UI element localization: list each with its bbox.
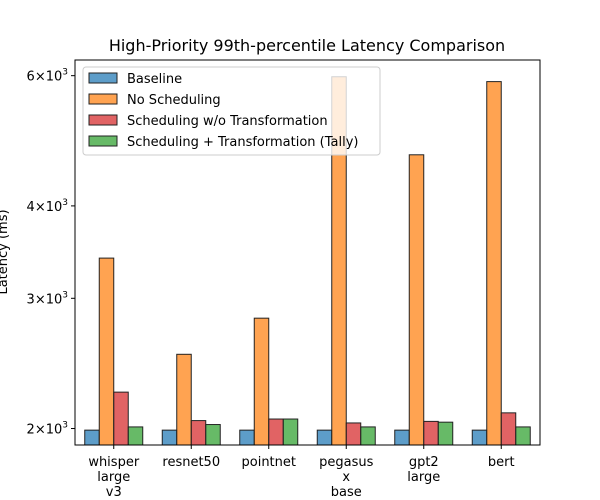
x-tick-label: pegasus x base [319,455,373,500]
x-tick-label-line: resnet50 [162,455,220,470]
x-tick-label: gpt2 large [407,455,440,485]
x-tick-label: resnet50 [162,455,220,470]
y-tick-times-sign: × [35,423,46,438]
y-tick-mantissa: 3 [27,292,35,307]
bar [515,426,531,446]
bar [239,429,255,446]
legend-swatch [88,114,118,126]
x-tick-label: bert [488,455,515,470]
x-tick-label-line: whisper [88,455,140,470]
bar [394,429,410,446]
x-tick-label-line: pointnet [242,455,297,470]
y-tick-label: 3×103 [27,290,68,307]
plot-frame [74,59,541,446]
y-tick-mantissa: 6 [27,70,35,85]
x-tick-label-line: large [97,470,130,485]
x-tick-label-line: bert [488,455,515,470]
y-tick-base: 10 [46,200,63,215]
y-tick-times-sign: × [35,70,46,85]
bar [423,420,439,446]
bar [282,418,299,446]
bar [127,426,144,446]
bar [253,317,270,446]
y-tick-mantissa: 2 [27,423,35,438]
bar [84,429,100,446]
bar [176,353,192,446]
legend-swatch [88,72,118,84]
bar [360,426,376,446]
legend-swatch [88,135,118,147]
y-tick-exponent: 3 [62,290,68,300]
y-tick-label: 4×103 [27,198,68,215]
bar [205,424,221,446]
y-tick-exponent: 3 [62,68,68,78]
y-tick-base: 10 [46,70,63,85]
y-tick-exponent: 3 [62,198,68,208]
bar [98,257,115,446]
y-tick-times-sign: × [35,292,46,307]
legend-label: Scheduling + Transformation (Tally) [127,135,358,150]
y-axis-label: Latency (ms) [0,209,11,294]
legend-label: No Scheduling [127,93,221,108]
x-tick-label: pointnet [242,455,297,470]
bar [268,418,284,446]
bars-layer [84,76,531,446]
x-tick-label-line: v3 [106,485,122,500]
y-tick-base: 10 [46,423,63,438]
x-tick-label: whisper large v3 [88,455,140,500]
bar [316,429,333,446]
legend-label: Baseline [127,72,182,87]
x-tick-label-line: pegasus [319,455,373,470]
y-tick-exponent: 3 [62,421,68,431]
bar [190,420,207,446]
y-tick-label: 2×103 [27,421,68,438]
y-tick-label: 6×103 [27,68,68,85]
legend-swatch [88,93,118,105]
y-tick-base: 10 [46,292,63,307]
chart-title: High-Priority 99th-percentile Latency Co… [109,36,505,55]
legend-frame [82,66,381,156]
y-tick-times-sign: × [35,200,46,215]
y-tick-mantissa: 4 [27,200,35,215]
bar [486,81,502,446]
bar [408,154,425,446]
x-tick-label-line: gpt2 [409,455,439,470]
x-tick-label-line: large [407,470,440,485]
legend-label: Scheduling w/o Transformation [127,114,328,129]
bar [437,421,454,446]
bar [113,391,129,446]
x-tick-label-line: x [342,470,350,485]
bar [500,412,517,446]
bar [161,429,178,446]
bar [471,429,488,446]
bar [345,422,362,446]
x-tick-label-line: base [331,485,362,500]
legend: Baseline No Scheduling Scheduling w/o Tran… [82,66,381,156]
